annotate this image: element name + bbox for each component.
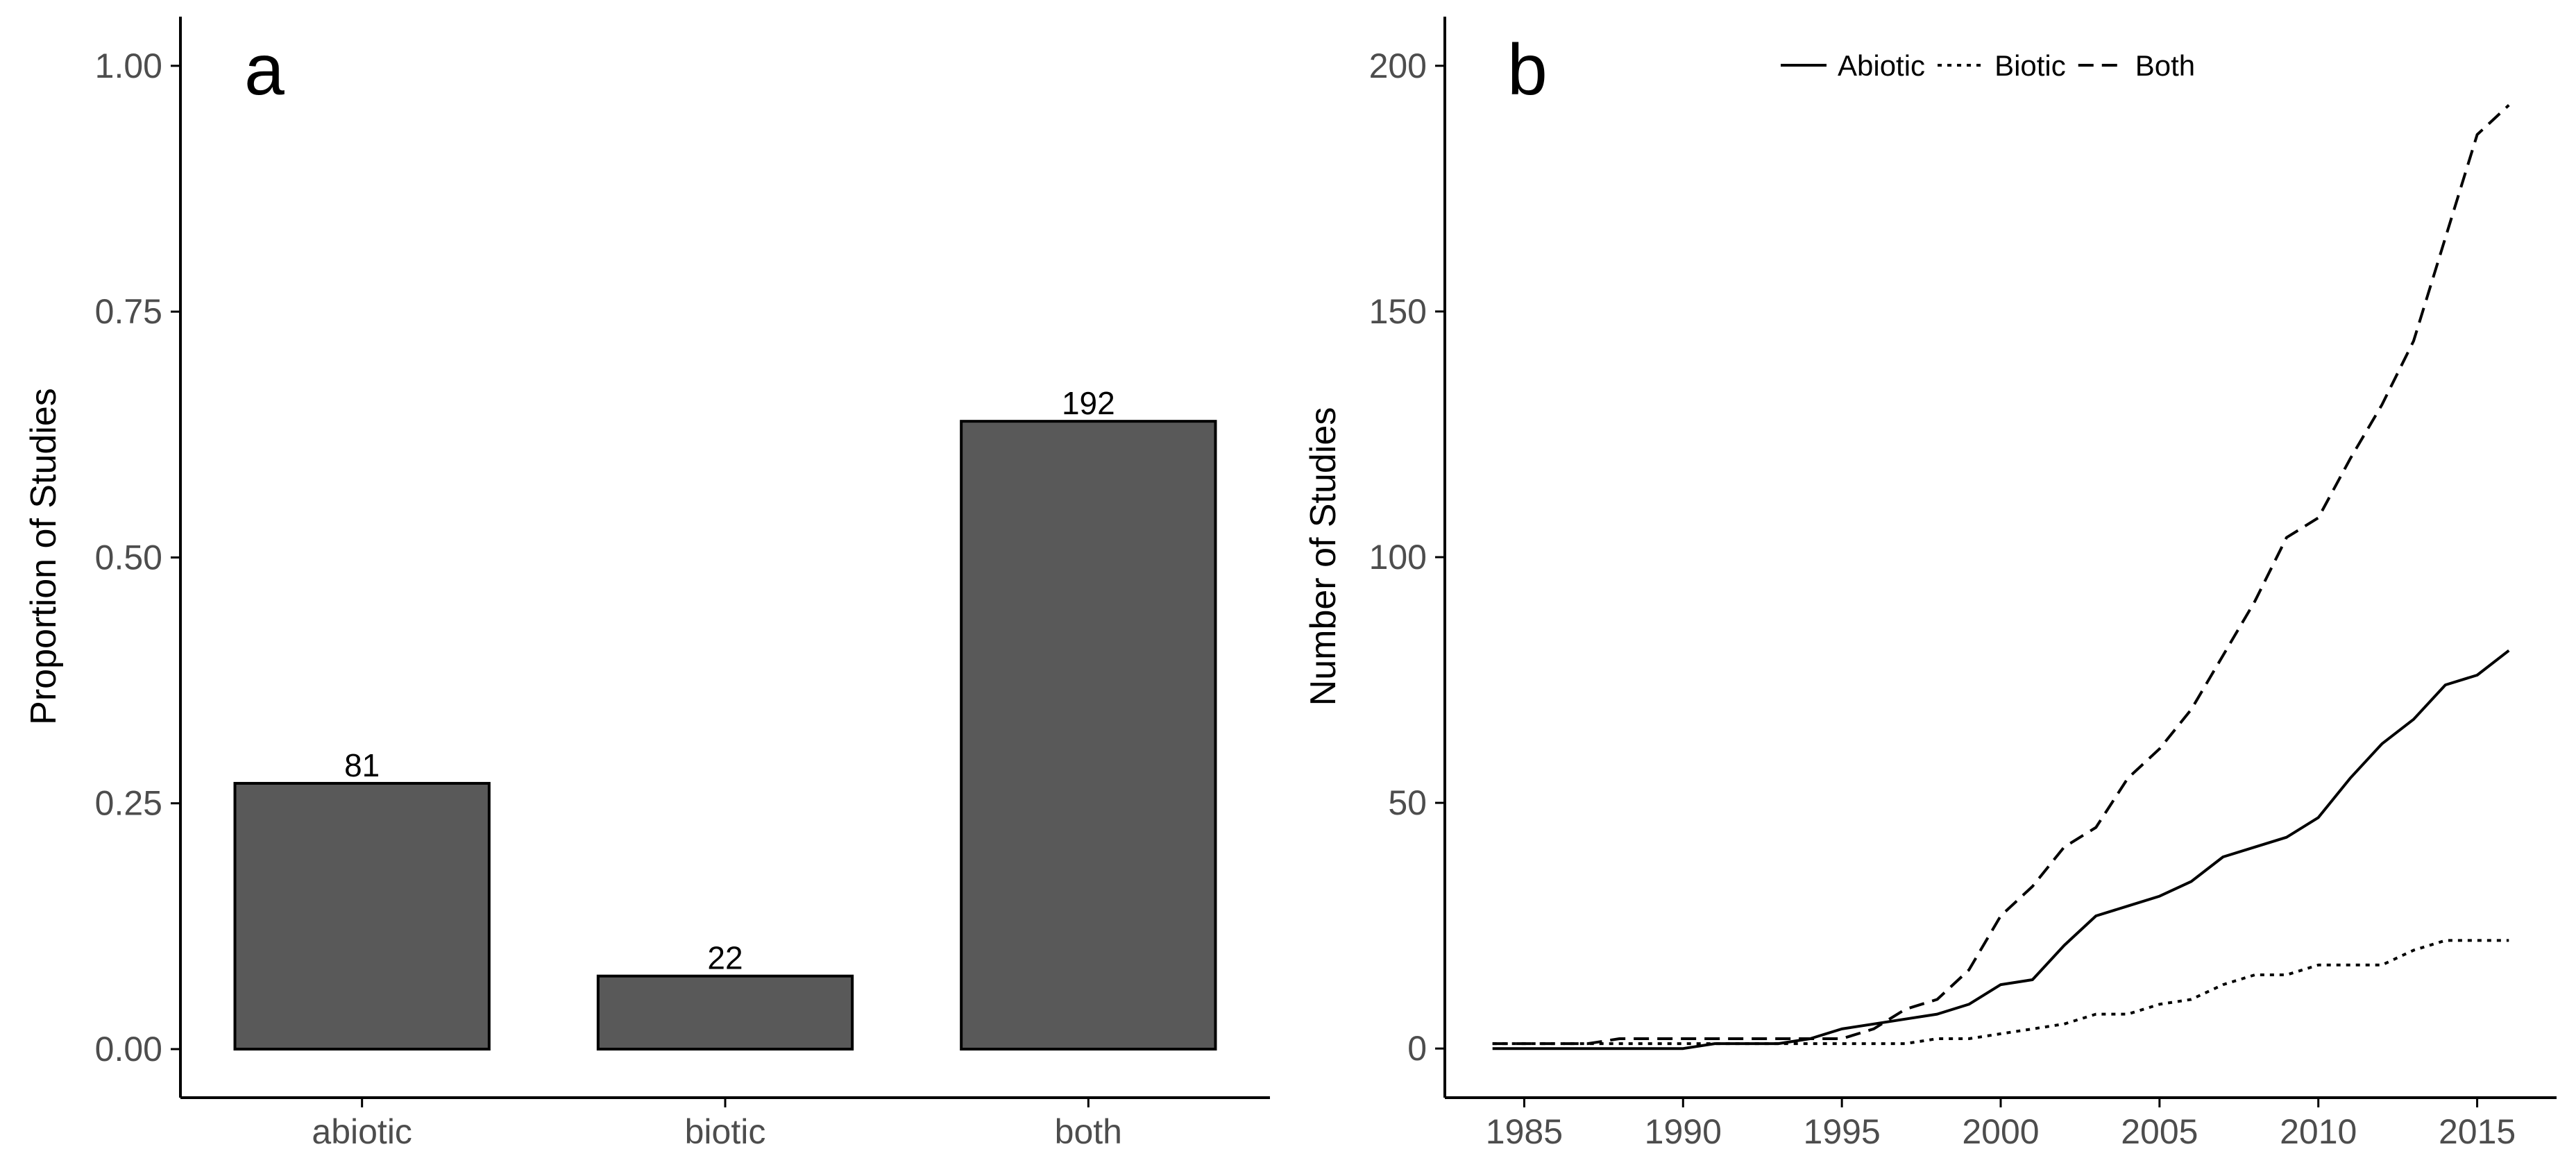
panel-b-y-tick-label: 150 [1369, 292, 1427, 331]
panel-a-bar-abiotic [233, 781, 491, 1050]
panel-b-marks: 0 50 100 150 200 1985 1990 1995 2000 2005 2010 2015 [1369, 46, 2516, 1151]
panel-b-x-tick-label: 2015 [2439, 1112, 2516, 1151]
panel-a-x-tick-label: biotic [685, 1112, 766, 1151]
panel-a-bar-chart: a Proportion of Studies 0.00 0.25 0.50 0.75… [24, 17, 1270, 1151]
panel-b-series-both-line [1492, 104, 2510, 1046]
panel-a-y-axis-title: Proportion of Studies [24, 388, 64, 725]
panel-a-bar-biotic [596, 974, 854, 1051]
panel-b-x-tick-label: 1985 [1486, 1112, 1563, 1151]
panel-a-tag: a [244, 30, 285, 110]
panel-a-data-label-biotic: 22 [707, 940, 743, 976]
panel-b-series-abiotic-line [1492, 649, 2510, 1050]
panel-a-y-tick-label: 1.00 [95, 46, 162, 85]
panel-a-marks: 0.00 0.25 0.50 0.75 1.00 81 abiotic 22 biotic 192… [95, 46, 1217, 1151]
panel-b-x-tick-label: 2010 [2280, 1112, 2357, 1151]
panel-b-y-axis-title: Number of Studies [1303, 407, 1344, 706]
panel-b-y-tick-label: 0 [1407, 1029, 1427, 1068]
legend-label-both: Both [2135, 49, 2195, 82]
panel-b-x-tick-label: 2000 [1962, 1112, 2039, 1151]
panel-b-y-tick-label: 100 [1369, 538, 1427, 577]
panel-b-line-chart: b Number of Studies 0 50 100 150 200 1985 1990… [1303, 17, 2557, 1151]
panel-b-x-tick-label: 2005 [2121, 1112, 2198, 1151]
panel-a-data-label-abiotic: 81 [344, 747, 380, 783]
panel-a-y-tick-label: 0.50 [95, 538, 162, 577]
panel-a-data-label-both: 192 [1062, 385, 1115, 421]
panel-b-x-tick-label: 1990 [1645, 1112, 1722, 1151]
panel-b-tag: b [1507, 30, 1548, 110]
panel-a-y-tick-label: 0.75 [95, 292, 162, 331]
panel-b-series-biotic-line [1492, 939, 2509, 1046]
panel-b-y-tick-label: 50 [1388, 783, 1427, 822]
panel-a-x-tick-label: abiotic [312, 1112, 412, 1151]
legend-label-abiotic: Abiotic [1838, 49, 1925, 82]
panel-a-x-tick-label: both [1055, 1112, 1122, 1151]
panel-b-legend: Abiotic Biotic Both [1781, 49, 2195, 82]
legend-label-biotic: Biotic [1994, 49, 2066, 82]
panel-b-x-tick-label: 1995 [1804, 1112, 1881, 1151]
panel-a-y-tick-label: 0.25 [95, 784, 162, 823]
panel-a-y-tick-label: 0.00 [95, 1030, 162, 1069]
panel-b-y-tick-label: 200 [1369, 46, 1427, 85]
panel-a-bar-both [960, 420, 1217, 1050]
